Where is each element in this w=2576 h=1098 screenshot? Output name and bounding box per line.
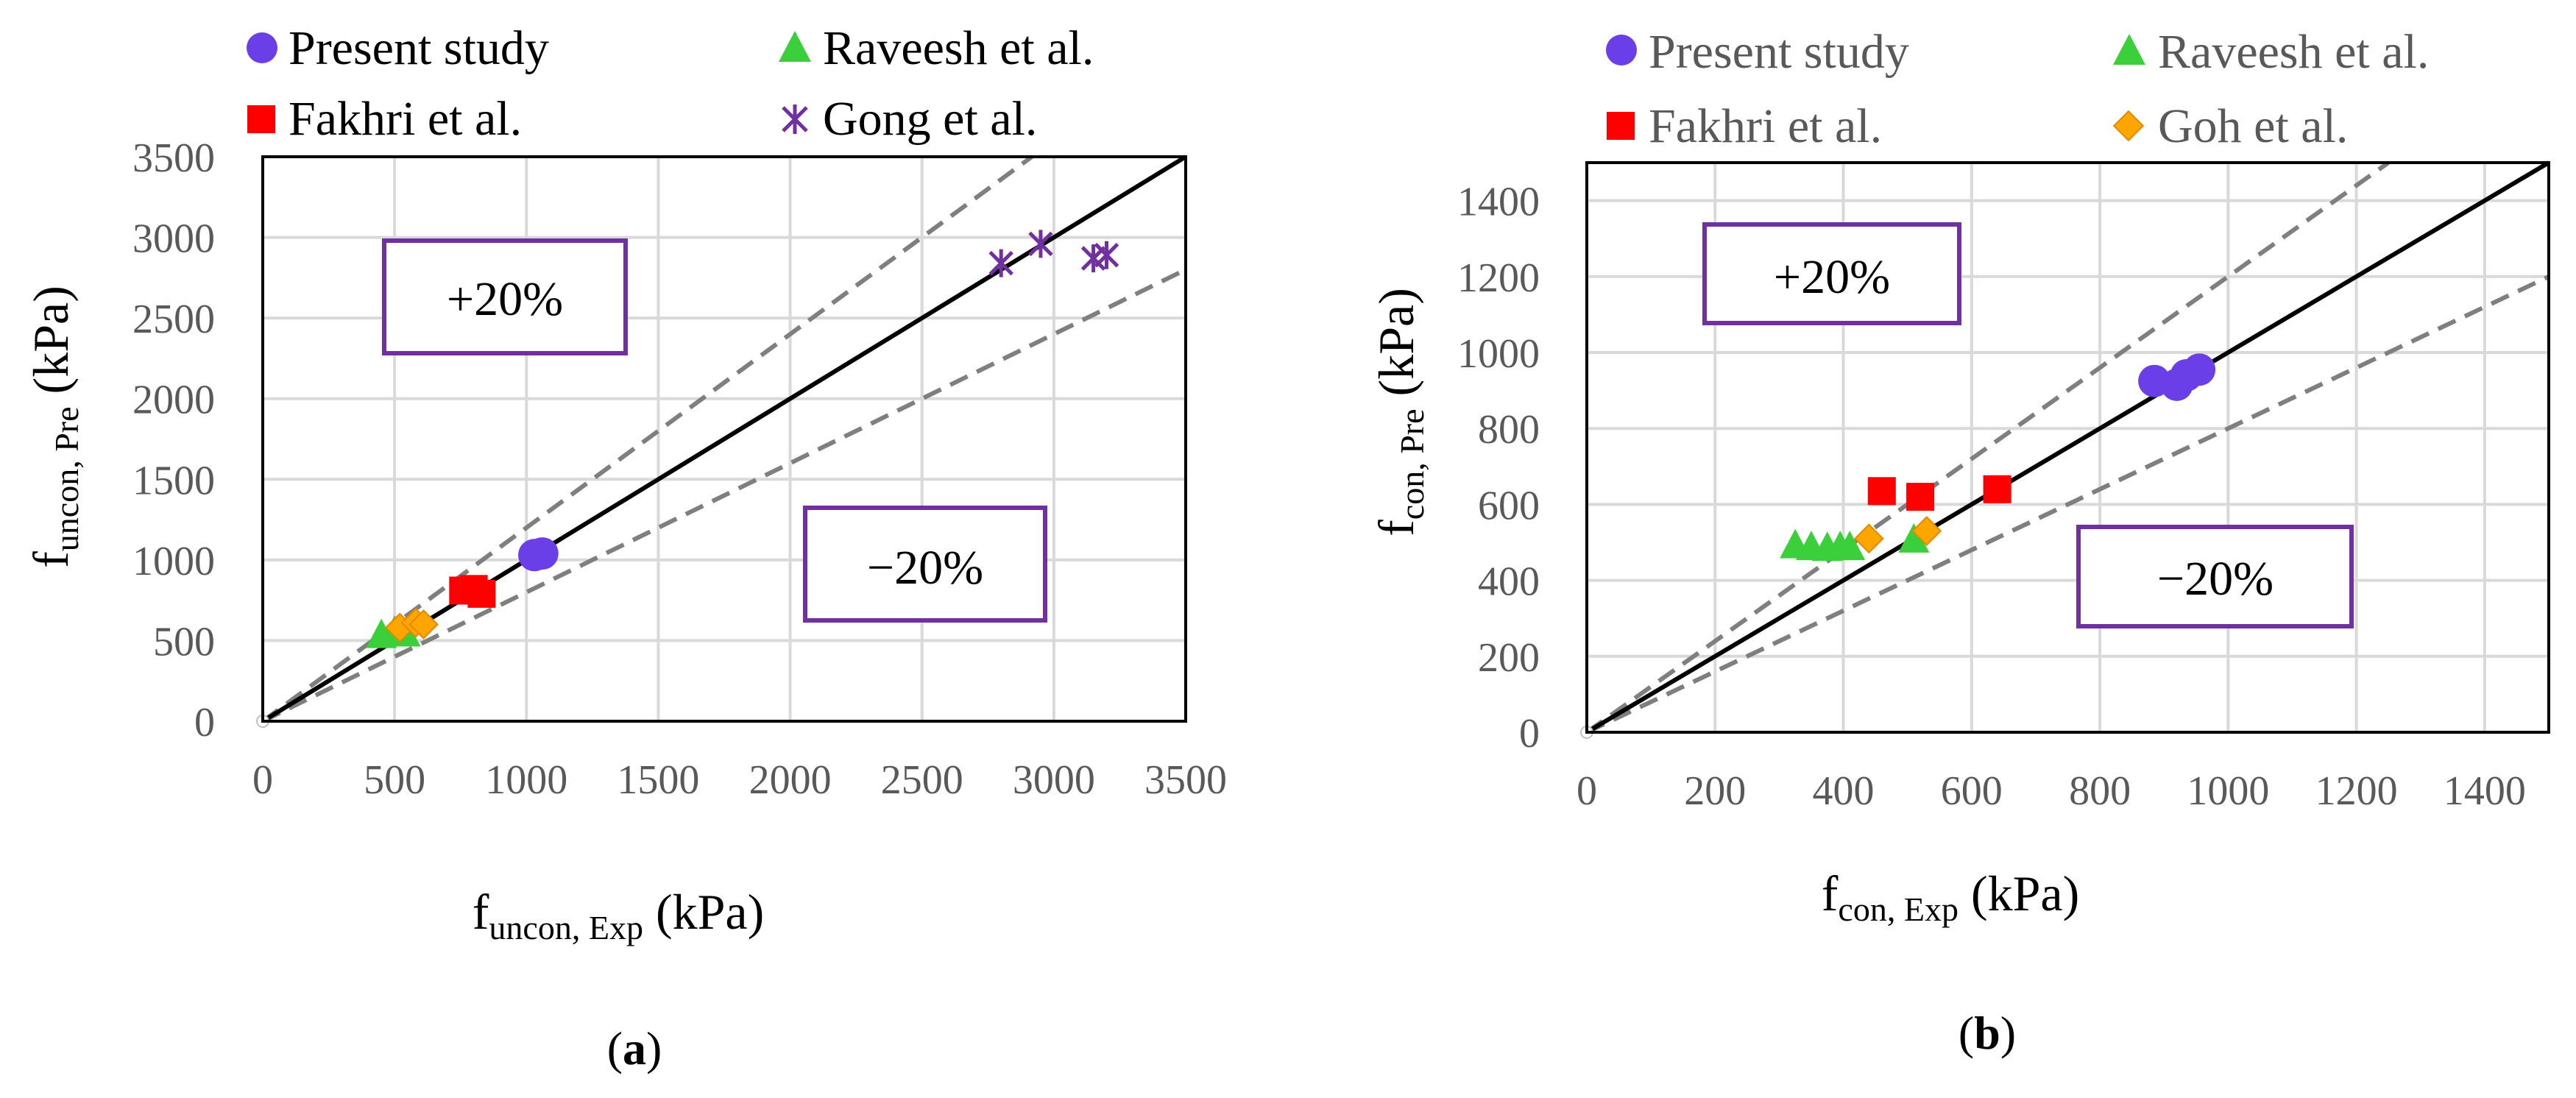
legend-label-raveesh-b: Raveesh et al. xyxy=(2158,25,2429,79)
x-axis-title-a: funcon, Exp (kPa) xyxy=(473,884,764,946)
y-tick-label-a-500: 500 xyxy=(153,619,215,665)
reference-lines-b xyxy=(1585,160,2550,734)
x-tick-label-b-1200: 1200 xyxy=(2315,768,2398,814)
y-tick-label-a-2500: 2500 xyxy=(132,297,215,342)
legend-label-present-study: Present study xyxy=(289,21,549,75)
data-point-b-diamond-0 xyxy=(1853,523,1884,554)
x-tick-label-a-3000: 3000 xyxy=(1013,757,1095,803)
y-tick-label-a-3500: 3500 xyxy=(132,135,215,181)
legend-marker-present-study-b xyxy=(1606,35,1637,65)
x-tick-label-a-2500: 2500 xyxy=(881,757,963,803)
data-point-a-diamond-2 xyxy=(408,609,439,640)
annotation-plus-a: +20% xyxy=(382,238,628,355)
data-point-b-triangle-5 xyxy=(1898,523,1930,553)
y-ticks-b: 0 200 400 600 800 1000 1200 1400 xyxy=(1457,180,1540,757)
x-tick-label-b-200: 200 xyxy=(1684,768,1746,814)
y-tick-label-b-600: 600 xyxy=(1478,483,1540,528)
y-tick-label-b-0: 0 xyxy=(1519,711,1540,757)
x-tick-label-a-2000: 2000 xyxy=(749,757,832,803)
y-tick-label-b-400: 400 xyxy=(1478,559,1540,605)
y-axis-title-b: fcon, Pre (kPa) xyxy=(1368,288,1431,536)
x-tick-label-a-1000: 1000 xyxy=(485,757,567,803)
y-axis-title-a: funcon, Pre (kPa) xyxy=(23,286,85,568)
panel-label-b: (b) xyxy=(1958,1007,2016,1059)
panel-b: Present study Raveesh et al. Fakhri et a… xyxy=(1368,25,2550,1059)
legend-marker-fakhri xyxy=(247,105,275,133)
data-points-b xyxy=(1580,353,2216,739)
lower-20pct-line-b xyxy=(1585,274,2550,734)
legend-marker-gong xyxy=(782,105,808,134)
data-point-b-triangle-4 xyxy=(1834,531,1866,561)
equality-line-b xyxy=(1585,160,2550,734)
upper-20pct-line-b xyxy=(1585,160,2390,734)
data-point-a-asterisk-1 xyxy=(1028,230,1053,258)
y-tick-label-a-1000: 1000 xyxy=(132,539,215,584)
x-tick-label-b-600: 600 xyxy=(1941,768,2003,814)
legend-label-present-study-b: Present study xyxy=(1649,25,1909,79)
annotation-plus-a-text: +20% xyxy=(447,272,563,326)
legend-marker-goh-b xyxy=(2112,110,2145,142)
x-tick-label-b-1000: 1000 xyxy=(2187,768,2269,814)
data-point-b-square-2 xyxy=(1983,475,2011,503)
y-tick-label-a-0: 0 xyxy=(194,700,215,745)
y-tick-label-b-800: 800 xyxy=(1478,407,1540,453)
legend-label-raveesh: Raveesh et al. xyxy=(823,21,1094,75)
legend-marker-raveesh-b xyxy=(2113,34,2145,65)
legend-a: Present study Raveesh et al. Fakhri et a… xyxy=(247,21,1094,146)
annotation-minus-a-text: −20% xyxy=(867,541,983,595)
x-tick-label-a-3500: 3500 xyxy=(1144,757,1227,803)
x-tick-label-b-0: 0 xyxy=(1577,768,1597,814)
legend-label-goh-b: Goh et al. xyxy=(2158,99,2348,153)
data-point-a-circle-1 xyxy=(526,537,559,570)
x-tick-label-a-1500: 1500 xyxy=(617,757,699,803)
y-tick-label-a-2000: 2000 xyxy=(132,378,215,423)
legend-label-fakhri: Fakhri et al. xyxy=(289,92,522,146)
data-point-b-square-1 xyxy=(1906,483,1935,511)
data-point-a-asterisk-3 xyxy=(1094,241,1119,269)
data-point-b-diamond-1 xyxy=(1911,516,1942,546)
y-tick-label-b-1000: 1000 xyxy=(1457,331,1540,377)
y-tick-label-b-1200: 1200 xyxy=(1457,255,1540,301)
y-tick-label-a-1500: 1500 xyxy=(132,458,215,503)
x-ticks-b: 0 200 400 600 800 1000 1200 1400 xyxy=(1577,768,2526,814)
plot-frame-a xyxy=(261,155,1187,723)
lower-20pct-line-a xyxy=(261,267,1187,723)
data-point-b-square-0 xyxy=(1867,477,1896,506)
x-tick-label-b-1400: 1400 xyxy=(2444,768,2526,814)
y-tick-label-a-3000: 3000 xyxy=(132,216,215,262)
annotation-plus-b-text: +20% xyxy=(1774,250,1890,304)
annotation-minus-b-text: −20% xyxy=(2157,552,2274,606)
x-tick-label-a-500: 500 xyxy=(364,757,425,803)
legend-marker-raveesh xyxy=(779,31,811,62)
data-point-a-square-2 xyxy=(467,579,496,608)
annotation-minus-a: −20% xyxy=(803,506,1047,623)
data-point-a-asterisk-0 xyxy=(988,249,1013,277)
legend-marker-present-study xyxy=(247,32,277,63)
plot-frame-b xyxy=(1585,161,2550,734)
panel-label-a: (a) xyxy=(607,1022,662,1074)
x-tick-label-b-400: 400 xyxy=(1813,768,1875,814)
legend-label-gong: Gong et al. xyxy=(823,92,1037,146)
panel-a: Present study Raveesh et al. Fakhri et a… xyxy=(23,21,1227,1074)
y-tick-label-b-1400: 1400 xyxy=(1457,180,1540,225)
data-point-b-circle-3 xyxy=(2183,353,2216,386)
annotation-plus-b: +20% xyxy=(1702,222,1961,325)
x-axis-title-b: fcon, Exp (kPa) xyxy=(1822,865,2079,928)
x-ticks-a: 0 500 1000 1500 2000 2500 3000 3500 xyxy=(252,757,1227,803)
annotation-minus-b: −20% xyxy=(2076,525,2354,628)
legend-b: Present study Raveesh et al. Fakhri et a… xyxy=(1606,25,2429,153)
data-points-a xyxy=(256,230,1119,728)
x-tick-label-b-800: 800 xyxy=(2069,768,2131,814)
y-ticks-a: 0 500 1000 1500 2000 2500 3000 3500 xyxy=(132,135,215,745)
legend-marker-fakhri-b xyxy=(1607,112,1635,140)
y-tick-label-b-200: 200 xyxy=(1478,635,1540,681)
legend-label-fakhri-b: Fakhri et al. xyxy=(1649,99,1882,153)
x-tick-label-a-0: 0 xyxy=(252,757,273,803)
